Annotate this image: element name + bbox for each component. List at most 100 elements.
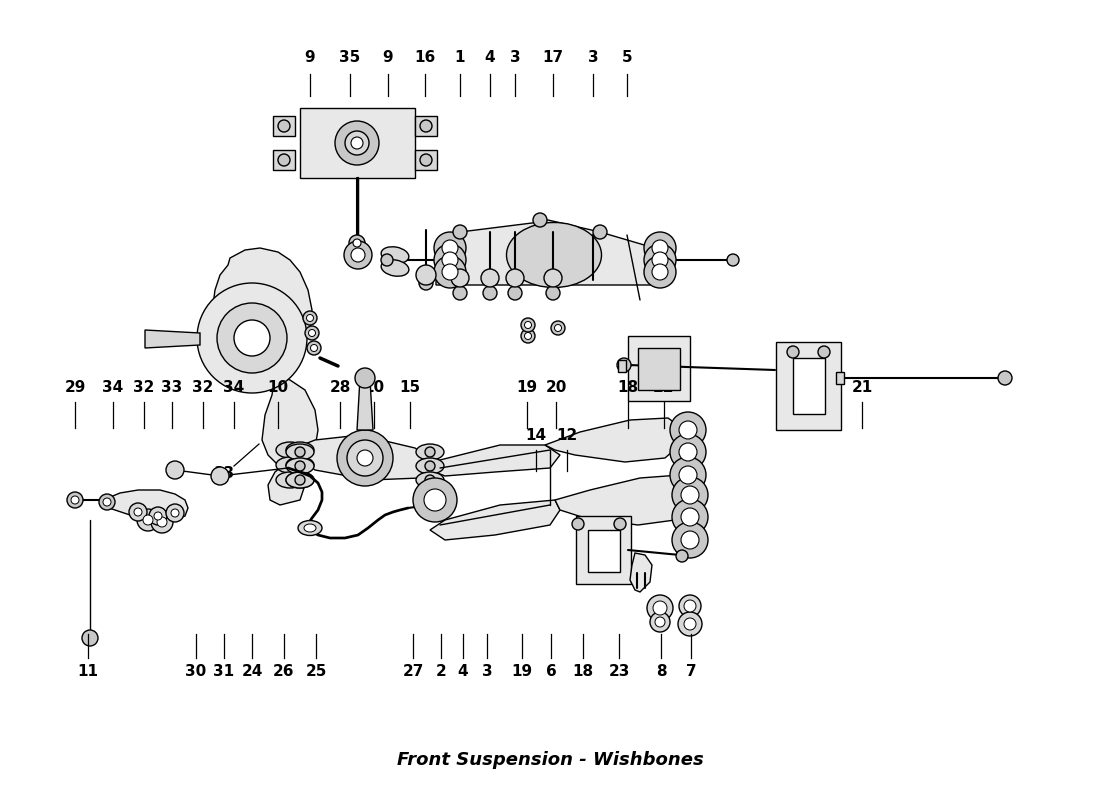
Text: 9: 9 — [305, 50, 316, 66]
Circle shape — [72, 496, 79, 504]
Circle shape — [434, 244, 466, 276]
Circle shape — [170, 509, 179, 517]
Text: 18: 18 — [617, 381, 639, 395]
Circle shape — [424, 489, 446, 511]
Text: 10: 10 — [267, 381, 288, 395]
Circle shape — [652, 240, 668, 256]
Text: 3: 3 — [482, 665, 493, 679]
Ellipse shape — [286, 458, 313, 474]
Circle shape — [416, 265, 436, 285]
Circle shape — [420, 154, 432, 166]
Circle shape — [82, 630, 98, 646]
Circle shape — [521, 329, 535, 343]
Circle shape — [353, 239, 361, 247]
Circle shape — [727, 254, 739, 266]
Ellipse shape — [298, 521, 322, 535]
Circle shape — [554, 325, 561, 331]
Circle shape — [295, 447, 305, 457]
Circle shape — [234, 320, 270, 356]
Circle shape — [647, 595, 673, 621]
Circle shape — [211, 467, 229, 485]
Circle shape — [679, 595, 701, 617]
Circle shape — [644, 232, 676, 264]
Circle shape — [307, 341, 321, 355]
Circle shape — [525, 333, 531, 339]
Text: 27: 27 — [403, 665, 424, 679]
Bar — [628, 336, 690, 401]
Circle shape — [412, 478, 456, 522]
Circle shape — [305, 326, 319, 340]
Circle shape — [166, 504, 184, 522]
Circle shape — [551, 321, 565, 335]
Text: 16: 16 — [415, 50, 436, 66]
Circle shape — [670, 434, 706, 470]
Text: 19: 19 — [516, 381, 538, 395]
Bar — [273, 150, 295, 170]
Circle shape — [672, 499, 708, 535]
Circle shape — [278, 120, 290, 132]
Circle shape — [786, 346, 799, 358]
Circle shape — [337, 430, 393, 486]
Text: 4: 4 — [458, 665, 469, 679]
Circle shape — [344, 241, 372, 269]
Circle shape — [381, 254, 393, 266]
Circle shape — [358, 450, 373, 466]
Circle shape — [818, 346, 830, 358]
Ellipse shape — [286, 472, 313, 488]
Circle shape — [143, 515, 153, 525]
Circle shape — [434, 256, 466, 288]
Circle shape — [654, 617, 666, 627]
Circle shape — [614, 518, 626, 530]
Circle shape — [652, 264, 668, 280]
Ellipse shape — [276, 442, 304, 458]
Circle shape — [679, 466, 697, 484]
Circle shape — [103, 498, 111, 506]
Text: 5: 5 — [621, 50, 632, 66]
Circle shape — [483, 286, 497, 300]
Ellipse shape — [286, 444, 313, 460]
Circle shape — [481, 269, 499, 287]
Text: 32: 32 — [133, 381, 155, 395]
Polygon shape — [295, 435, 434, 480]
Circle shape — [644, 244, 676, 276]
Circle shape — [681, 531, 698, 549]
Ellipse shape — [286, 472, 313, 488]
Text: 30: 30 — [186, 665, 207, 679]
Circle shape — [653, 601, 667, 615]
Polygon shape — [100, 490, 188, 522]
Circle shape — [425, 447, 435, 457]
Polygon shape — [213, 248, 312, 360]
Text: 8: 8 — [656, 665, 667, 679]
Circle shape — [302, 311, 317, 325]
Circle shape — [442, 240, 458, 256]
Circle shape — [295, 461, 305, 471]
Circle shape — [652, 252, 668, 268]
Circle shape — [148, 507, 167, 525]
Ellipse shape — [416, 444, 444, 460]
Bar — [415, 116, 437, 136]
Bar — [776, 342, 842, 430]
Polygon shape — [544, 418, 682, 462]
Polygon shape — [436, 220, 668, 285]
Circle shape — [217, 303, 287, 373]
Circle shape — [151, 511, 173, 533]
Circle shape — [572, 518, 584, 530]
Circle shape — [525, 322, 531, 329]
Circle shape — [521, 318, 535, 332]
Text: 35: 35 — [340, 50, 361, 66]
Circle shape — [295, 475, 305, 485]
Ellipse shape — [381, 260, 409, 276]
Text: 6: 6 — [546, 665, 557, 679]
Circle shape — [534, 213, 547, 227]
Circle shape — [67, 492, 82, 508]
Text: 9: 9 — [383, 50, 394, 66]
Circle shape — [593, 225, 607, 239]
Circle shape — [129, 503, 147, 521]
Bar — [415, 150, 437, 170]
Text: 28: 28 — [329, 381, 351, 395]
Circle shape — [434, 232, 466, 264]
Circle shape — [138, 509, 160, 531]
Ellipse shape — [416, 458, 444, 474]
Ellipse shape — [416, 472, 444, 488]
Circle shape — [154, 512, 162, 520]
